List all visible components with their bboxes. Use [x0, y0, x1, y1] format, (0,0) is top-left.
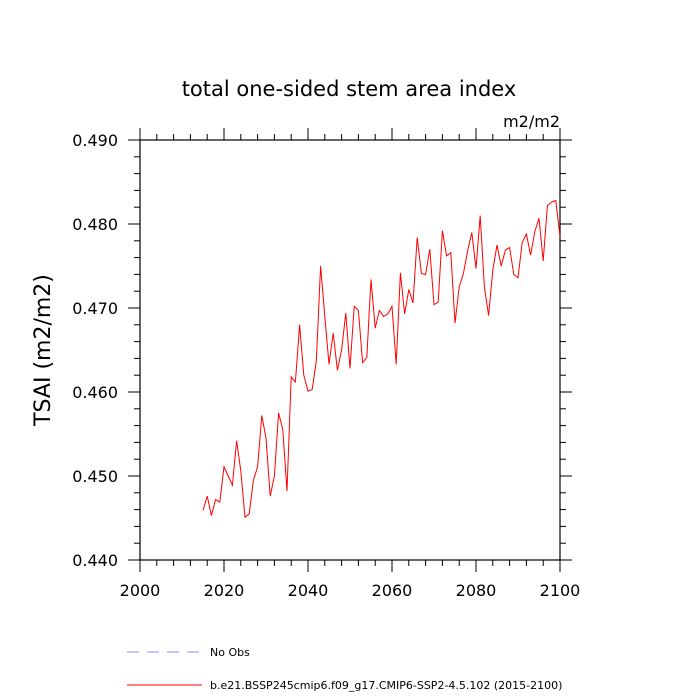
chart-title: total one-sided stem area index: [182, 77, 517, 101]
x-tick-label: 2000: [120, 581, 161, 600]
y-tick-label: 0.450: [72, 467, 118, 486]
x-tick-label: 2080: [456, 581, 497, 600]
y-tick-label: 0.470: [72, 299, 118, 318]
x-tick-label: 2060: [372, 581, 413, 600]
series-layer: [202, 199, 561, 519]
series-line: [202, 199, 561, 519]
x-tick-label: 2100: [540, 581, 581, 600]
legend-label: No Obs: [210, 646, 250, 659]
axis-ticks: 2000 2020 2040 2060 2080 2100 0.440 0.450 0.460 0…: [72, 128, 580, 600]
y-tick-label: 0.480: [72, 215, 118, 234]
y-tick-label: 0.460: [72, 383, 118, 402]
x-tick-label: 2040: [288, 581, 329, 600]
units-label: m2/m2: [503, 112, 560, 131]
legend-label: b.e21.BSSP245cmip6.f09_g17.CMIP6-SSP2-4.…: [210, 679, 562, 692]
legend: No Obs b.e21.BSSP245cmip6.f09_g17.CMIP6-S…: [127, 646, 562, 692]
y-axis-label: TSAI (m2/m2): [31, 274, 56, 427]
y-tick-label: 0.490: [72, 131, 118, 150]
plot-frame: [139, 139, 561, 561]
x-tick-label: 2020: [204, 581, 245, 600]
y-tick-label: 0.440: [72, 551, 118, 570]
